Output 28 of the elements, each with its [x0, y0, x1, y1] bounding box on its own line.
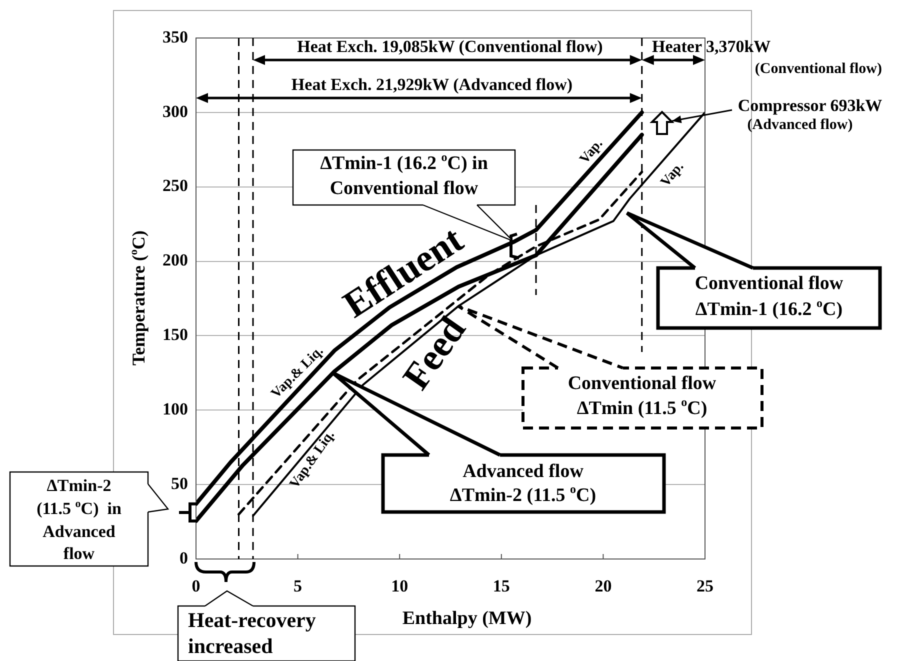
y-tick-label: 0: [180, 548, 188, 568]
y-axis-title: Temperature (oC): [128, 230, 149, 366]
y-tick-label: 100: [162, 400, 188, 419]
x-tick-label: 10: [391, 576, 408, 596]
y-tick-label: 50: [171, 474, 188, 493]
y-tick-label: 300: [162, 102, 188, 121]
x-tick-label: 0: [192, 576, 200, 596]
y-tick-label: 200: [162, 250, 188, 270]
text: Heat-recovery increased: [188, 608, 316, 658]
annotation: Vap.: [658, 160, 688, 190]
x-axis-title: Enthalpy (MW): [402, 608, 532, 629]
annotation: Vap.: [577, 136, 606, 168]
annotation: Heat Exch. 21,929kW (Advanced flow): [291, 74, 573, 94]
x-tick-label: 5: [294, 576, 302, 596]
y-tick-label: 150: [162, 325, 188, 344]
annotation: ΔTmin-1 (16.2 $^{o}$C) in Conventional flow: [320, 150, 488, 200]
annotation: Heat Exch. 19,085kW (Conventional flow): [297, 36, 603, 56]
x-tick-label: 15: [492, 576, 510, 596]
x-tick-label: 25: [696, 576, 714, 596]
x-tick-label: 20: [594, 576, 612, 596]
annotation: Conventional flow ΔTmin-1 (16.2 $^{o}$C): [694, 273, 844, 320]
annotation: Conventional flow ΔTmin (11.5 $^{o}$C): [568, 373, 716, 420]
y-tick-label: 250: [162, 176, 188, 196]
annotation: Advanced flow ΔTmin-2 (11.5 $^{o}$C): [450, 461, 596, 506]
annotation: Heater 3,370kW (Conventional flow): [652, 36, 882, 78]
text: ΔTmin-2 (11.5 $^{o}$C) in Advanced flow: [36, 476, 122, 563]
text: Compressor 693kW (Advanced flow): [738, 96, 882, 134]
y-tick-label: 350: [162, 27, 188, 46]
